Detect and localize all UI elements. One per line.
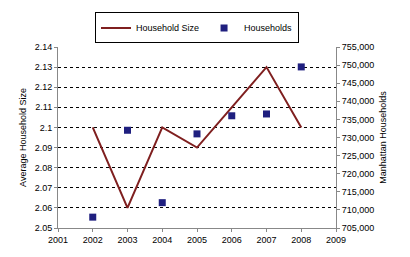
- svg-text:2.09: 2.09: [35, 143, 53, 153]
- svg-text:2009: 2009: [326, 235, 346, 245]
- svg-text:2005: 2005: [187, 235, 207, 245]
- svg-text:735,000: 735,000: [342, 115, 375, 125]
- svg-text:745,000: 745,000: [342, 78, 375, 88]
- svg-text:750,000: 750,000: [342, 60, 375, 70]
- svg-text:2.06: 2.06: [35, 203, 53, 213]
- svg-text:2.11: 2.11: [35, 102, 52, 112]
- svg-text:740,000: 740,000: [342, 96, 375, 106]
- svg-text:710,000: 710,000: [342, 205, 375, 215]
- svg-text:2.07: 2.07: [35, 183, 53, 193]
- svg-text:Manhattan Households: Manhattan Households: [378, 91, 388, 184]
- svg-text:2008: 2008: [291, 235, 311, 245]
- svg-text:715,000: 715,000: [342, 187, 375, 197]
- svg-text:2006: 2006: [222, 235, 242, 245]
- svg-text:2.05: 2.05: [35, 223, 53, 233]
- svg-text:2002: 2002: [83, 235, 103, 245]
- svg-text:2.13: 2.13: [35, 62, 53, 72]
- svg-text:2001: 2001: [48, 235, 68, 245]
- svg-text:2.08: 2.08: [35, 163, 53, 173]
- svg-text:725,000: 725,000: [342, 151, 375, 161]
- svg-text:2003: 2003: [117, 235, 137, 245]
- svg-text:Average Household Size: Average Household Size: [18, 88, 28, 187]
- svg-text:Household Size: Household Size: [136, 23, 199, 33]
- svg-text:Households: Households: [244, 23, 292, 33]
- svg-text:730,000: 730,000: [342, 133, 375, 143]
- svg-text:2004: 2004: [152, 235, 172, 245]
- svg-text:2.1: 2.1: [40, 123, 53, 133]
- svg-text:720,000: 720,000: [342, 169, 375, 179]
- svg-text:2.12: 2.12: [35, 82, 53, 92]
- svg-text:705,000: 705,000: [342, 223, 375, 233]
- svg-text:2.14: 2.14: [35, 42, 53, 52]
- svg-text:2007: 2007: [256, 235, 276, 245]
- svg-text:755,000: 755,000: [342, 42, 375, 52]
